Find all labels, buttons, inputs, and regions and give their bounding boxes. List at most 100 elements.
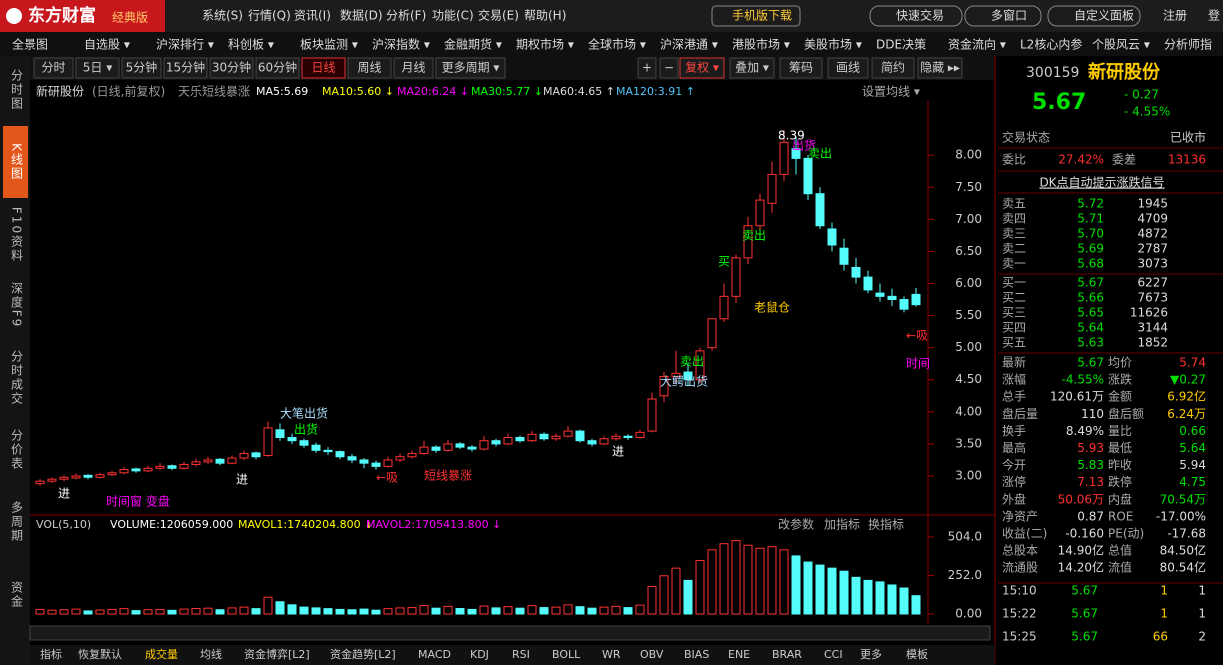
header-button[interactable] — [964, 5, 1042, 27]
header-button-label[interactable]: 自定义面板 — [1074, 8, 1134, 23]
header-button[interactable] — [1047, 5, 1141, 27]
period-button[interactable] — [163, 57, 208, 79]
period-button[interactable] — [255, 57, 300, 79]
tool-label[interactable]: 筹码 — [789, 61, 813, 75]
download-label[interactable]: 手机版下载 — [732, 9, 792, 23]
vol-tool[interactable]: 换指标 — [868, 517, 904, 532]
nav-item[interactable]: 板块监测 ▾ — [300, 38, 358, 52]
indicator-tab[interactable]: KDJ — [470, 648, 489, 661]
header-button-label[interactable]: 快速交易 — [896, 8, 944, 23]
indicator-tab[interactable]: ENE — [728, 648, 750, 661]
tool-label[interactable]: 复权 ▾ — [685, 61, 719, 75]
nav-item[interactable]: 美股市场 ▾ — [804, 37, 862, 52]
tool-button[interactable] — [679, 57, 725, 79]
sidebar-tab[interactable]: F10资料 — [10, 207, 24, 263]
sidebar-tab[interactable]: 分价表 — [10, 429, 24, 471]
menu-item[interactable]: 交易(E) — [478, 8, 519, 23]
nav-item[interactable]: DDE决策 — [876, 38, 926, 52]
nav-item[interactable]: 全景图 — [12, 37, 48, 52]
menu-item[interactable]: 帮助(H) — [524, 9, 566, 23]
period-button[interactable] — [301, 57, 346, 79]
sidebar-tab[interactable]: 分时图 — [10, 69, 24, 111]
period-button[interactable] — [393, 57, 434, 79]
period-label[interactable]: 日线 — [311, 61, 335, 75]
tool-button[interactable] — [729, 57, 775, 79]
tool-label[interactable]: 简约 — [881, 60, 905, 75]
sidebar-tab[interactable]: 多周期 — [10, 501, 24, 543]
indicator-tab[interactable]: 指标 — [40, 647, 62, 661]
tool-label[interactable]: 画线 — [836, 61, 860, 75]
scrollbar[interactable] — [29, 625, 991, 641]
tool-button[interactable] — [917, 57, 963, 79]
sidebar-tab[interactable]: 深度F9 — [10, 281, 24, 328]
menu-item[interactable]: 功能(C) — [432, 9, 474, 23]
tool-button[interactable] — [637, 57, 657, 79]
indicator-tab[interactable]: RSI — [512, 648, 530, 661]
sidebar-tab[interactable]: K线图 — [10, 143, 24, 181]
indicator-tab[interactable]: 均线 — [200, 647, 222, 661]
period-button[interactable] — [33, 57, 74, 79]
period-button[interactable] — [121, 57, 162, 79]
indicator-tab[interactable]: 资金博弈[L2] — [244, 647, 310, 661]
indicator-tab[interactable]: BRAR — [772, 648, 802, 661]
tool-button[interactable] — [659, 57, 679, 79]
vol-tool[interactable]: 改参数 — [778, 517, 814, 532]
menu-item[interactable]: 分析(F) — [386, 9, 426, 23]
nav-item[interactable]: 沪深港通 ▾ — [660, 38, 718, 52]
period-label[interactable]: 更多周期 ▾ — [442, 61, 500, 75]
period-label[interactable]: 周线 — [357, 61, 381, 75]
menu-item[interactable]: 资讯(I) — [294, 9, 331, 23]
sidebar-tab[interactable]: 资金 — [10, 581, 24, 609]
register[interactable]: 注册 — [1163, 8, 1187, 23]
nav-item[interactable]: 全球市场 ▾ — [588, 37, 646, 52]
tool-button[interactable] — [871, 57, 915, 79]
period-button[interactable] — [209, 57, 254, 79]
nav-item[interactable]: L2核心内参 — [1020, 37, 1082, 52]
sidebar-tab[interactable]: 分时成交 — [10, 350, 24, 406]
period-button[interactable] — [435, 57, 506, 79]
nav-item[interactable]: 自选股 ▾ — [84, 38, 130, 52]
login[interactable]: 登 — [1208, 8, 1220, 23]
period-label[interactable]: 30分钟 — [212, 60, 251, 75]
period-label[interactable]: 15分钟 — [166, 60, 205, 75]
tool-label[interactable]: − — [664, 61, 674, 75]
header-button-label[interactable]: 多窗口 — [991, 9, 1027, 23]
tool-button[interactable] — [827, 57, 869, 79]
header-button[interactable] — [869, 5, 963, 27]
indicator-tab[interactable]: BOLL — [552, 648, 581, 661]
period-button[interactable] — [75, 57, 120, 79]
indicator-tab[interactable]: CCI — [824, 648, 843, 661]
period-label[interactable]: 60分钟 — [258, 60, 297, 75]
tool-label[interactable]: + — [642, 61, 652, 75]
indicator-tab[interactable]: 更多 — [860, 647, 882, 661]
indicator-tab[interactable]: BIAS — [684, 648, 709, 661]
tool-label[interactable]: 隐藏 ▸▸ — [920, 61, 960, 75]
indicator-tab[interactable]: OBV — [640, 648, 664, 661]
nav-item[interactable]: 期权市场 ▾ — [516, 37, 574, 52]
period-label[interactable]: 分时 — [41, 61, 65, 75]
nav-item[interactable]: 个股风云 ▾ — [1092, 38, 1150, 52]
ma-settings[interactable]: 设置均线 ▾ — [862, 85, 920, 99]
nav-item[interactable]: 金融期货 ▾ — [444, 37, 502, 52]
signal-link[interactable]: DK点自动提示涨跌信号 — [1039, 175, 1164, 190]
period-label[interactable]: 5分钟 — [126, 60, 158, 75]
nav-item[interactable]: 沪深指数 ▾ — [372, 37, 430, 52]
indicator-tab[interactable]: 成交量 — [145, 647, 178, 661]
period-label[interactable]: 5日 ▾ — [83, 61, 112, 75]
indicator-tab[interactable]: 恢复默认 — [78, 647, 122, 661]
indicator-tab[interactable]: 资金趋势[L2] — [330, 647, 396, 661]
period-button[interactable] — [347, 57, 392, 79]
indicator-tab[interactable]: MACD — [418, 648, 451, 661]
period-label[interactable]: 月线 — [401, 61, 425, 75]
tool-button[interactable] — [779, 57, 823, 79]
menu-item[interactable]: 系统(S) — [202, 9, 243, 23]
download-button[interactable] — [711, 5, 801, 27]
menu-item[interactable]: 数据(D) — [340, 8, 383, 23]
menu-item[interactable]: 行情(Q) — [248, 9, 291, 23]
vol-tool[interactable]: 加指标 — [824, 517, 860, 532]
nav-item[interactable]: 分析师指 — [1164, 37, 1212, 52]
nav-item[interactable]: 科创板 ▾ — [228, 38, 274, 52]
indicator-tab[interactable]: WR — [602, 648, 621, 661]
nav-item[interactable]: 港股市场 ▾ — [732, 37, 790, 52]
indicator-tab[interactable]: 模板 — [906, 647, 928, 661]
